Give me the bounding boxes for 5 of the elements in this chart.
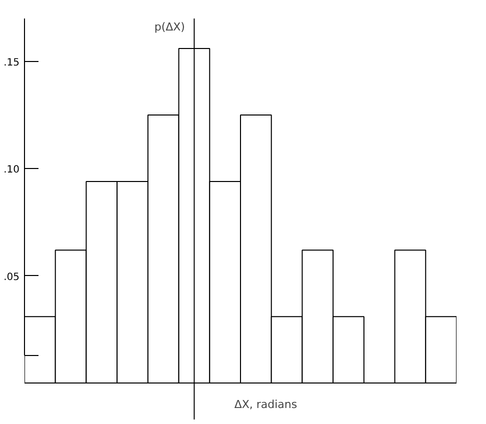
x-axis-title: ΔX, radians	[234, 398, 298, 411]
y-tick-label: .15	[4, 57, 20, 68]
y-tick-label: .05	[4, 272, 20, 283]
y-axis-title: p(ΔX)	[154, 20, 185, 34]
y-tick-label: .10	[4, 164, 20, 176]
